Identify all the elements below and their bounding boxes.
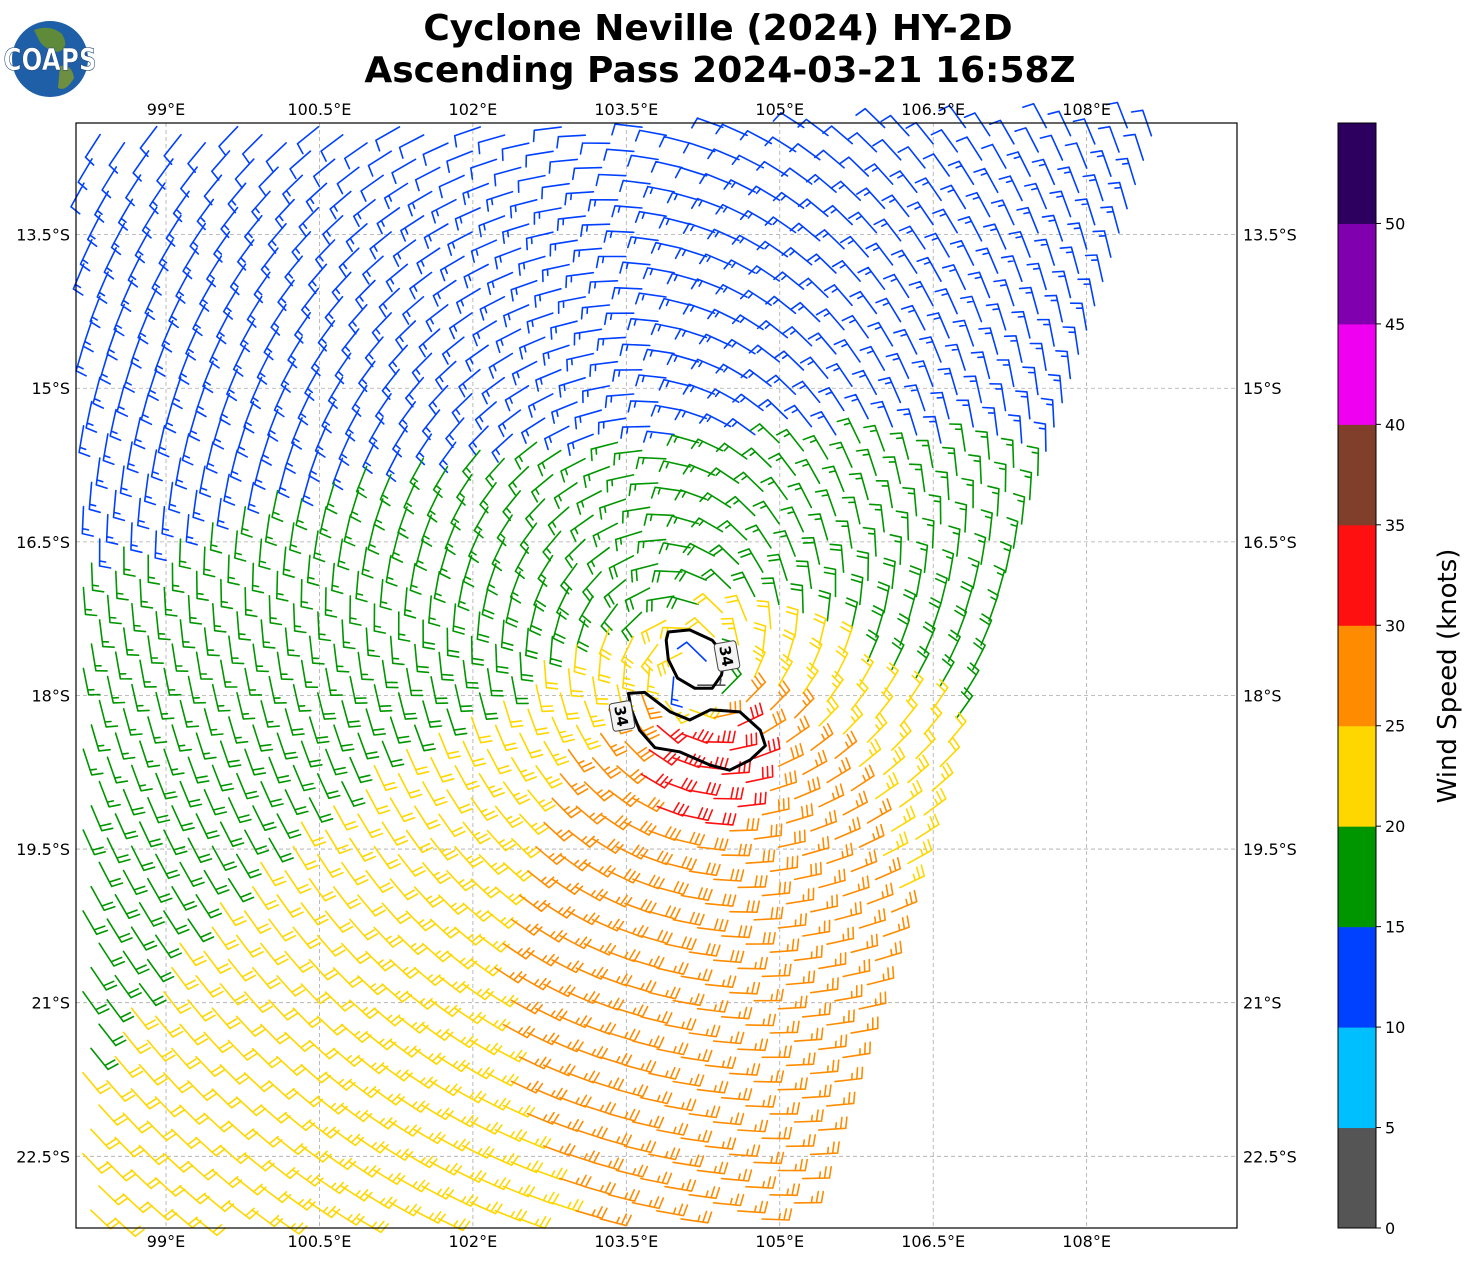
colorbar-tick-label: 0 [1385, 1219, 1395, 1238]
lon-tick-label-bottom: 105°E [755, 1232, 804, 1251]
lat-tick-label-left: 18°S [31, 686, 70, 705]
colorbar-bin [1338, 524, 1376, 626]
contour-label: 34 [713, 640, 741, 672]
lat-tick-label-right: 16.5°S [1243, 533, 1297, 552]
colorbar-bin [1338, 424, 1376, 526]
lon-tick-label-bottom: 103.5°E [594, 1232, 658, 1251]
colorbar-bin [1338, 926, 1376, 1028]
contour-label-text: 34 [715, 644, 736, 668]
wind-barb-group [697, 678, 726, 686]
colorbar-tick-label: 20 [1385, 817, 1405, 836]
wind-barb-group [70, 101, 1153, 708]
lat-tick-label-left: 22.5°S [16, 1147, 70, 1166]
plot-frame [75, 122, 1238, 1229]
lon-tick-label-top: 103.5°E [594, 100, 658, 119]
coaps-logo: COAPS [3, 21, 97, 97]
title-line-1: Cyclone Neville (2024) HY-2D [423, 8, 1012, 49]
lat-tick-label-left: 16.5°S [16, 533, 70, 552]
colorbar-tick-label: 40 [1385, 415, 1405, 434]
gridlines [76, 123, 1237, 1228]
wind-barbs [70, 101, 1153, 1238]
colorbar-tick-label: 15 [1385, 918, 1405, 937]
lat-tick-label-left: 15°S [31, 379, 70, 398]
lat-tick-label-left: 19.5°S [16, 840, 70, 859]
lon-tick-label-bottom: 108°E [1062, 1232, 1111, 1251]
lat-tick-label-right: 13.5°S [1243, 226, 1297, 245]
colorbar-bin [1338, 826, 1376, 928]
colorbar-tick-label: 30 [1385, 616, 1405, 635]
wind-barb-group [640, 702, 781, 826]
logo-text: COAPS [3, 44, 96, 78]
wind-barb-group [82, 592, 967, 1238]
colorbar-bin [1338, 123, 1376, 224]
colorbar-bin [1338, 323, 1376, 425]
axis-ticks: 99°E 99°E 100.5°E 100.5°E 102°E 102°E 103.5°E 1… [16, 100, 1297, 1251]
contour-line-34kt [664, 628, 726, 690]
lat-tick-label-right: 19.5°S [1243, 840, 1297, 859]
colorbar-tick-label: 45 [1385, 315, 1405, 334]
lon-tick-label-top: 105°E [755, 100, 804, 119]
contour-label-box [713, 640, 741, 672]
colorbar-frame [1337, 122, 1377, 1229]
colorbar: 0 5 10 15 20 25 30 35 40 45 50 [1337, 122, 1405, 1238]
lon-tick-label-bottom: 106.5°E [901, 1232, 965, 1251]
contour-line-34kt [626, 690, 767, 772]
colorbar-bin [1338, 1027, 1376, 1129]
lat-tick-label-left: 21°S [31, 994, 70, 1013]
lon-tick-label-bottom: 102°E [449, 1232, 498, 1251]
colorbar-tick-label: 35 [1385, 516, 1405, 535]
colorbar-bin [1338, 1127, 1376, 1229]
colorbar-label: Wind Speed (knots) [1433, 549, 1463, 804]
lon-tick-label-top: 99°E [147, 100, 185, 119]
contour-34kt: 34 34 [608, 628, 767, 772]
colorbar-tick-label: 25 [1385, 717, 1405, 736]
lat-tick-label-right: 15°S [1243, 379, 1282, 398]
lon-tick-label-bottom: 99°E [147, 1232, 185, 1251]
colorbar-tick-label: 5 [1385, 1119, 1395, 1138]
colorbar-bin [1338, 625, 1376, 727]
contour-label: 34 [608, 700, 636, 732]
colorbar-bin [1338, 725, 1376, 827]
lat-tick-label-right: 18°S [1243, 686, 1282, 705]
lat-tick-label-left: 13.5°S [16, 226, 70, 245]
lon-tick-label-top: 100.5°E [287, 100, 351, 119]
lon-tick-label-top: 108°E [1062, 100, 1111, 119]
contour-label-text: 34 [610, 704, 631, 728]
colorbar-tick-label: 10 [1385, 1018, 1405, 1037]
title-line-2: Ascending Pass 2024-03-21 16:58Z [364, 50, 1075, 91]
contour-label-box [608, 700, 636, 732]
colorbar-tick-label: 50 [1385, 214, 1405, 233]
lat-tick-label-right: 21°S [1243, 994, 1282, 1013]
lon-tick-label-top: 106.5°E [901, 100, 965, 119]
wind-barb-group [494, 672, 918, 1227]
lon-tick-label-top: 102°E [449, 100, 498, 119]
lat-tick-label-right: 22.5°S [1243, 1147, 1297, 1166]
lon-tick-label-bottom: 100.5°E [287, 1232, 351, 1251]
colorbar-bin [1338, 223, 1376, 325]
wind-barb-group [82, 417, 1040, 1071]
